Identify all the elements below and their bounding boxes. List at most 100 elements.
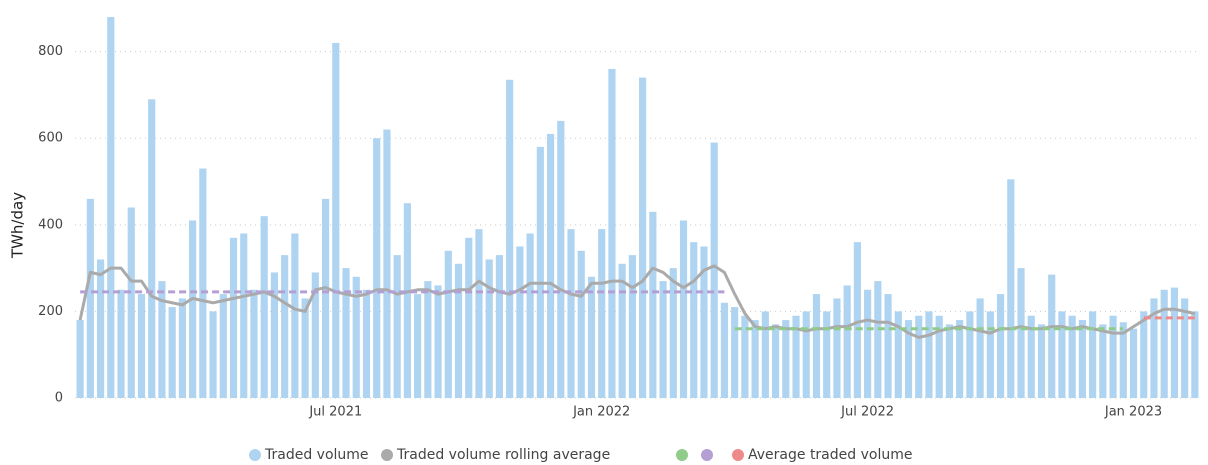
bar — [557, 120, 565, 398]
x-tick-label: Jan 2022 — [572, 405, 630, 420]
bar — [751, 320, 759, 398]
bar — [96, 259, 105, 398]
bar — [1140, 311, 1148, 398]
bar — [833, 298, 841, 398]
bar — [864, 289, 872, 398]
bar — [649, 211, 657, 398]
bar — [393, 255, 401, 398]
bar — [1089, 311, 1097, 398]
bar — [894, 311, 902, 398]
legend-marker — [701, 449, 713, 461]
bar — [291, 233, 299, 398]
bar — [189, 220, 197, 398]
bar — [209, 311, 217, 398]
bar — [424, 281, 432, 398]
bar — [628, 255, 636, 398]
bar — [362, 289, 371, 398]
bar — [935, 315, 943, 398]
bar — [996, 294, 1005, 398]
y-tick-label: 600 — [38, 131, 63, 146]
bar — [587, 276, 596, 398]
y-tick-label: 0 — [55, 391, 63, 406]
y-tick-label: 200 — [38, 304, 63, 319]
bar — [414, 294, 422, 398]
bar — [577, 250, 585, 398]
bar — [373, 138, 381, 398]
bar — [86, 198, 94, 398]
bar — [332, 42, 340, 399]
bar — [168, 307, 176, 398]
x-tick-label: Jan 2023 — [1104, 405, 1162, 420]
bar — [1027, 315, 1035, 398]
bar — [199, 168, 207, 398]
legend-label: Average traded volume — [748, 447, 912, 463]
bar — [485, 259, 493, 398]
bar — [178, 298, 186, 398]
y-tick-label: 400 — [38, 217, 63, 232]
bar — [76, 320, 84, 398]
bar — [598, 229, 606, 398]
legend-marker — [249, 449, 261, 461]
rolling-average-line — [78, 264, 1196, 339]
bar — [874, 281, 882, 398]
bar — [608, 68, 616, 399]
bar — [823, 311, 831, 398]
bar — [1037, 324, 1046, 398]
y-tick-label: 800 — [38, 44, 63, 59]
bar — [444, 250, 452, 398]
bar — [240, 233, 248, 398]
bar — [567, 229, 575, 398]
bar — [731, 307, 739, 398]
bar — [679, 220, 688, 398]
y-axis-label: TWh/day — [9, 192, 27, 259]
bar — [403, 203, 411, 398]
bar — [956, 320, 964, 398]
bar — [853, 242, 861, 398]
bar — [342, 268, 350, 398]
bar — [884, 294, 892, 398]
bar — [311, 272, 319, 398]
bar — [639, 77, 647, 398]
bar — [475, 229, 483, 398]
bar — [465, 237, 473, 398]
bar — [352, 276, 360, 398]
bar — [301, 298, 309, 398]
bar — [945, 324, 954, 398]
bar — [1119, 322, 1127, 398]
bar — [812, 294, 821, 398]
legend-marker — [676, 449, 688, 461]
x-tick-label: Jul 2021 — [308, 405, 362, 420]
bar — [454, 263, 463, 398]
bar — [669, 268, 677, 398]
bar — [219, 294, 227, 398]
bar — [976, 298, 984, 398]
bar — [260, 216, 268, 398]
bar — [986, 311, 994, 398]
x-tick-label: Jul 2022 — [840, 405, 894, 420]
bar — [1078, 320, 1086, 398]
legend-label: Traded volume rolling average — [396, 447, 610, 463]
bar — [229, 237, 238, 398]
bar — [1170, 287, 1179, 398]
bar — [1048, 274, 1056, 398]
bar — [137, 294, 146, 398]
bar — [720, 302, 729, 398]
bar — [1191, 311, 1199, 398]
bar — [741, 315, 749, 398]
bar — [925, 311, 933, 398]
bar — [1181, 298, 1189, 398]
bar — [904, 320, 913, 398]
bar — [782, 320, 790, 398]
bar — [1099, 324, 1107, 398]
bar — [843, 285, 851, 398]
bar — [107, 17, 115, 398]
bar — [536, 146, 544, 398]
bar — [1007, 179, 1015, 398]
bar — [506, 79, 514, 398]
bar — [546, 133, 555, 399]
bar — [1109, 315, 1117, 398]
legend-label: Traded volume — [264, 447, 369, 463]
bar — [321, 198, 330, 398]
